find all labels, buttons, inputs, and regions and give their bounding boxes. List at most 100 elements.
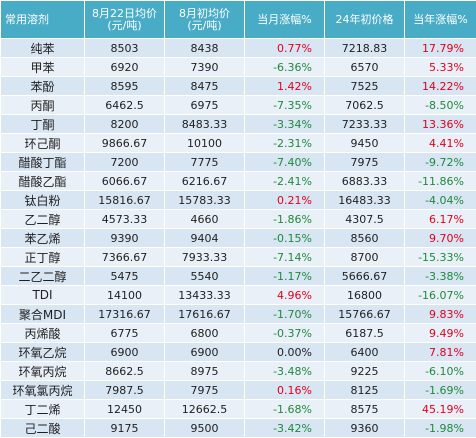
month-start-avg-cell: 6900 [165,343,245,362]
year-start-price-cell: 7233.33 [325,115,405,134]
month-start-avg-cell: 13433.33 [165,286,245,305]
current-avg-cell: 17316.67 [85,305,165,324]
year-start-price-cell: 4307.5 [325,210,405,229]
month-change-cell: 4.96% [245,286,325,305]
year-change-cell: -1.69% [405,381,476,400]
product-name-cell: 环氧氯丙烷 [1,381,85,400]
year-change-cell: -11.86% [405,172,476,191]
month-change-cell: -7.40% [245,153,325,172]
month-change-cell: -2.41% [245,172,325,191]
month-change-cell: -2.31% [245,134,325,153]
current-avg-cell: 8200 [85,115,165,134]
year-start-price-cell: 7975 [325,153,405,172]
header-month-change: 当月涨幅% [245,1,325,39]
current-avg-cell: 5475 [85,267,165,286]
header-year-change: 当年涨幅% [405,1,476,39]
year-start-price-cell: 7525 [325,77,405,96]
year-change-cell: -16.07% [405,286,476,305]
year-start-price-cell: 9225 [325,362,405,381]
month-change-cell: 0.16% [245,381,325,400]
year-start-price-cell: 7062.5 [325,96,405,115]
year-change-cell: 7.81% [405,343,476,362]
month-start-avg-cell: 6216.67 [165,172,245,191]
month-change-cell: -6.36% [245,58,325,77]
year-change-cell: -6.10% [405,362,476,381]
current-avg-cell: 6920 [85,58,165,77]
current-avg-cell: 8595 [85,77,165,96]
month-start-avg-cell: 9500 [165,419,245,438]
product-name-cell: 二乙二醇 [1,267,85,286]
header-product: 常用溶剂 [1,1,85,39]
month-start-avg-cell: 15783.33 [165,191,245,210]
header-year-start-price: 24年初价格 [325,1,405,39]
product-name-cell: 环氧丙烷 [1,362,85,381]
year-change-cell: 9.70% [405,229,476,248]
month-change-cell: -3.34% [245,115,325,134]
year-start-price-cell: 5666.67 [325,267,405,286]
year-start-price-cell: 6400 [325,343,405,362]
month-change-cell: -1.68% [245,400,325,419]
year-start-price-cell: 9450 [325,134,405,153]
month-start-avg-cell: 8475 [165,77,245,96]
product-name-cell: 环己酮 [1,134,85,153]
year-change-cell: 9.83% [405,305,476,324]
table-header-row: 常用溶剂 8月22日均价 (元/吨) 8月初均价 (元/吨) 当月涨幅% 24年… [1,1,476,39]
year-start-price-cell: 8575 [325,400,405,419]
product-name-cell: 丙烯酸 [1,324,85,343]
month-start-avg-cell: 7390 [165,58,245,77]
year-change-cell: -9.72% [405,153,476,172]
current-avg-cell: 6775 [85,324,165,343]
month-start-avg-cell: 17616.67 [165,305,245,324]
current-avg-cell: 6066.67 [85,172,165,191]
year-change-cell: 45.19% [405,400,476,419]
current-avg-cell: 12450 [85,400,165,419]
product-name-cell: 醋酸丁酯 [1,153,85,172]
month-change-cell: -0.37% [245,324,325,343]
current-avg-cell: 7200 [85,153,165,172]
product-name-cell: 醋酸乙酯 [1,172,85,191]
month-start-avg-cell: 8975 [165,362,245,381]
month-change-cell: -1.17% [245,267,325,286]
year-change-cell: 13.36% [405,115,476,134]
month-change-cell: 0.00% [245,343,325,362]
header-current-avg-line1: 8月22日均价 [87,8,162,20]
month-change-cell: -1.70% [245,305,325,324]
year-start-price-cell: 8700 [325,248,405,267]
month-start-avg-cell: 4660 [165,210,245,229]
year-change-cell: 4.41% [405,134,476,153]
product-name-cell: 乙二醇 [1,210,85,229]
current-avg-cell: 9390 [85,229,165,248]
product-name-cell: 苯乙烯 [1,229,85,248]
header-month-start-avg-line2: (元/吨) [167,20,242,32]
year-change-cell: 6.17% [405,210,476,229]
year-change-cell: -1.98% [405,419,476,438]
month-change-cell: -3.48% [245,362,325,381]
month-start-avg-cell: 10100 [165,134,245,153]
year-start-price-cell: 16800 [325,286,405,305]
product-name-cell: TDI [1,286,85,305]
month-change-cell: -1.86% [245,210,325,229]
month-change-cell: 0.77% [245,39,325,58]
year-start-price-cell: 8125 [325,381,405,400]
year-change-cell: 5.33% [405,58,476,77]
current-avg-cell: 9175 [85,419,165,438]
month-start-avg-cell: 12662.5 [165,400,245,419]
month-change-cell: -7.14% [245,248,325,267]
month-start-avg-cell: 8438 [165,39,245,58]
